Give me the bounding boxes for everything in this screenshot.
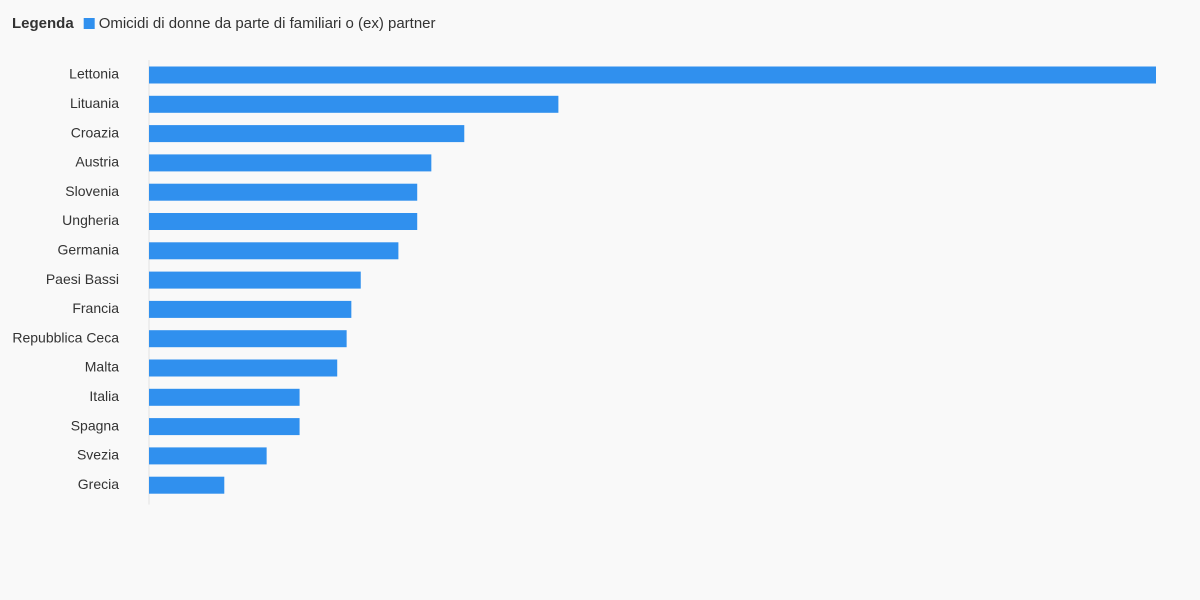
y-tick-label: Italia xyxy=(89,388,119,404)
legend-label: Omicidi di donne da parte di familiari o… xyxy=(99,15,436,32)
bar xyxy=(149,447,267,465)
y-tick-label: Grecia xyxy=(78,476,119,492)
bar xyxy=(149,95,559,113)
bar xyxy=(149,330,347,348)
bar xyxy=(149,359,338,377)
bar xyxy=(149,154,432,172)
bar xyxy=(149,271,361,289)
y-tick-label: Germania xyxy=(58,242,120,258)
y-tick-label: Spagna xyxy=(71,417,119,433)
y-tick-label: Francia xyxy=(72,300,119,316)
bar xyxy=(149,300,352,318)
y-tick-label: Slovenia xyxy=(65,183,119,199)
y-tick-label: Lettonia xyxy=(69,66,119,82)
y-tick-label: Repubblica Ceca xyxy=(12,329,119,345)
legend-title: Legenda xyxy=(12,15,74,32)
bar xyxy=(149,418,300,436)
y-tick-label: Ungheria xyxy=(62,212,119,228)
legend-swatch xyxy=(83,18,95,29)
bar xyxy=(149,476,225,494)
y-tick-label: Malta xyxy=(85,359,119,375)
y-tick-label: Croazia xyxy=(71,124,119,140)
bar xyxy=(149,183,418,201)
y-tick-label: Austria xyxy=(75,154,119,170)
bar xyxy=(149,66,1156,84)
bar xyxy=(149,242,399,260)
y-tick-label: Svezia xyxy=(77,447,119,463)
bar xyxy=(149,388,300,406)
bar xyxy=(149,125,465,143)
bar xyxy=(149,213,418,230)
y-tick-label: Lituania xyxy=(70,95,119,111)
y-tick-label: Paesi Bassi xyxy=(46,271,119,287)
